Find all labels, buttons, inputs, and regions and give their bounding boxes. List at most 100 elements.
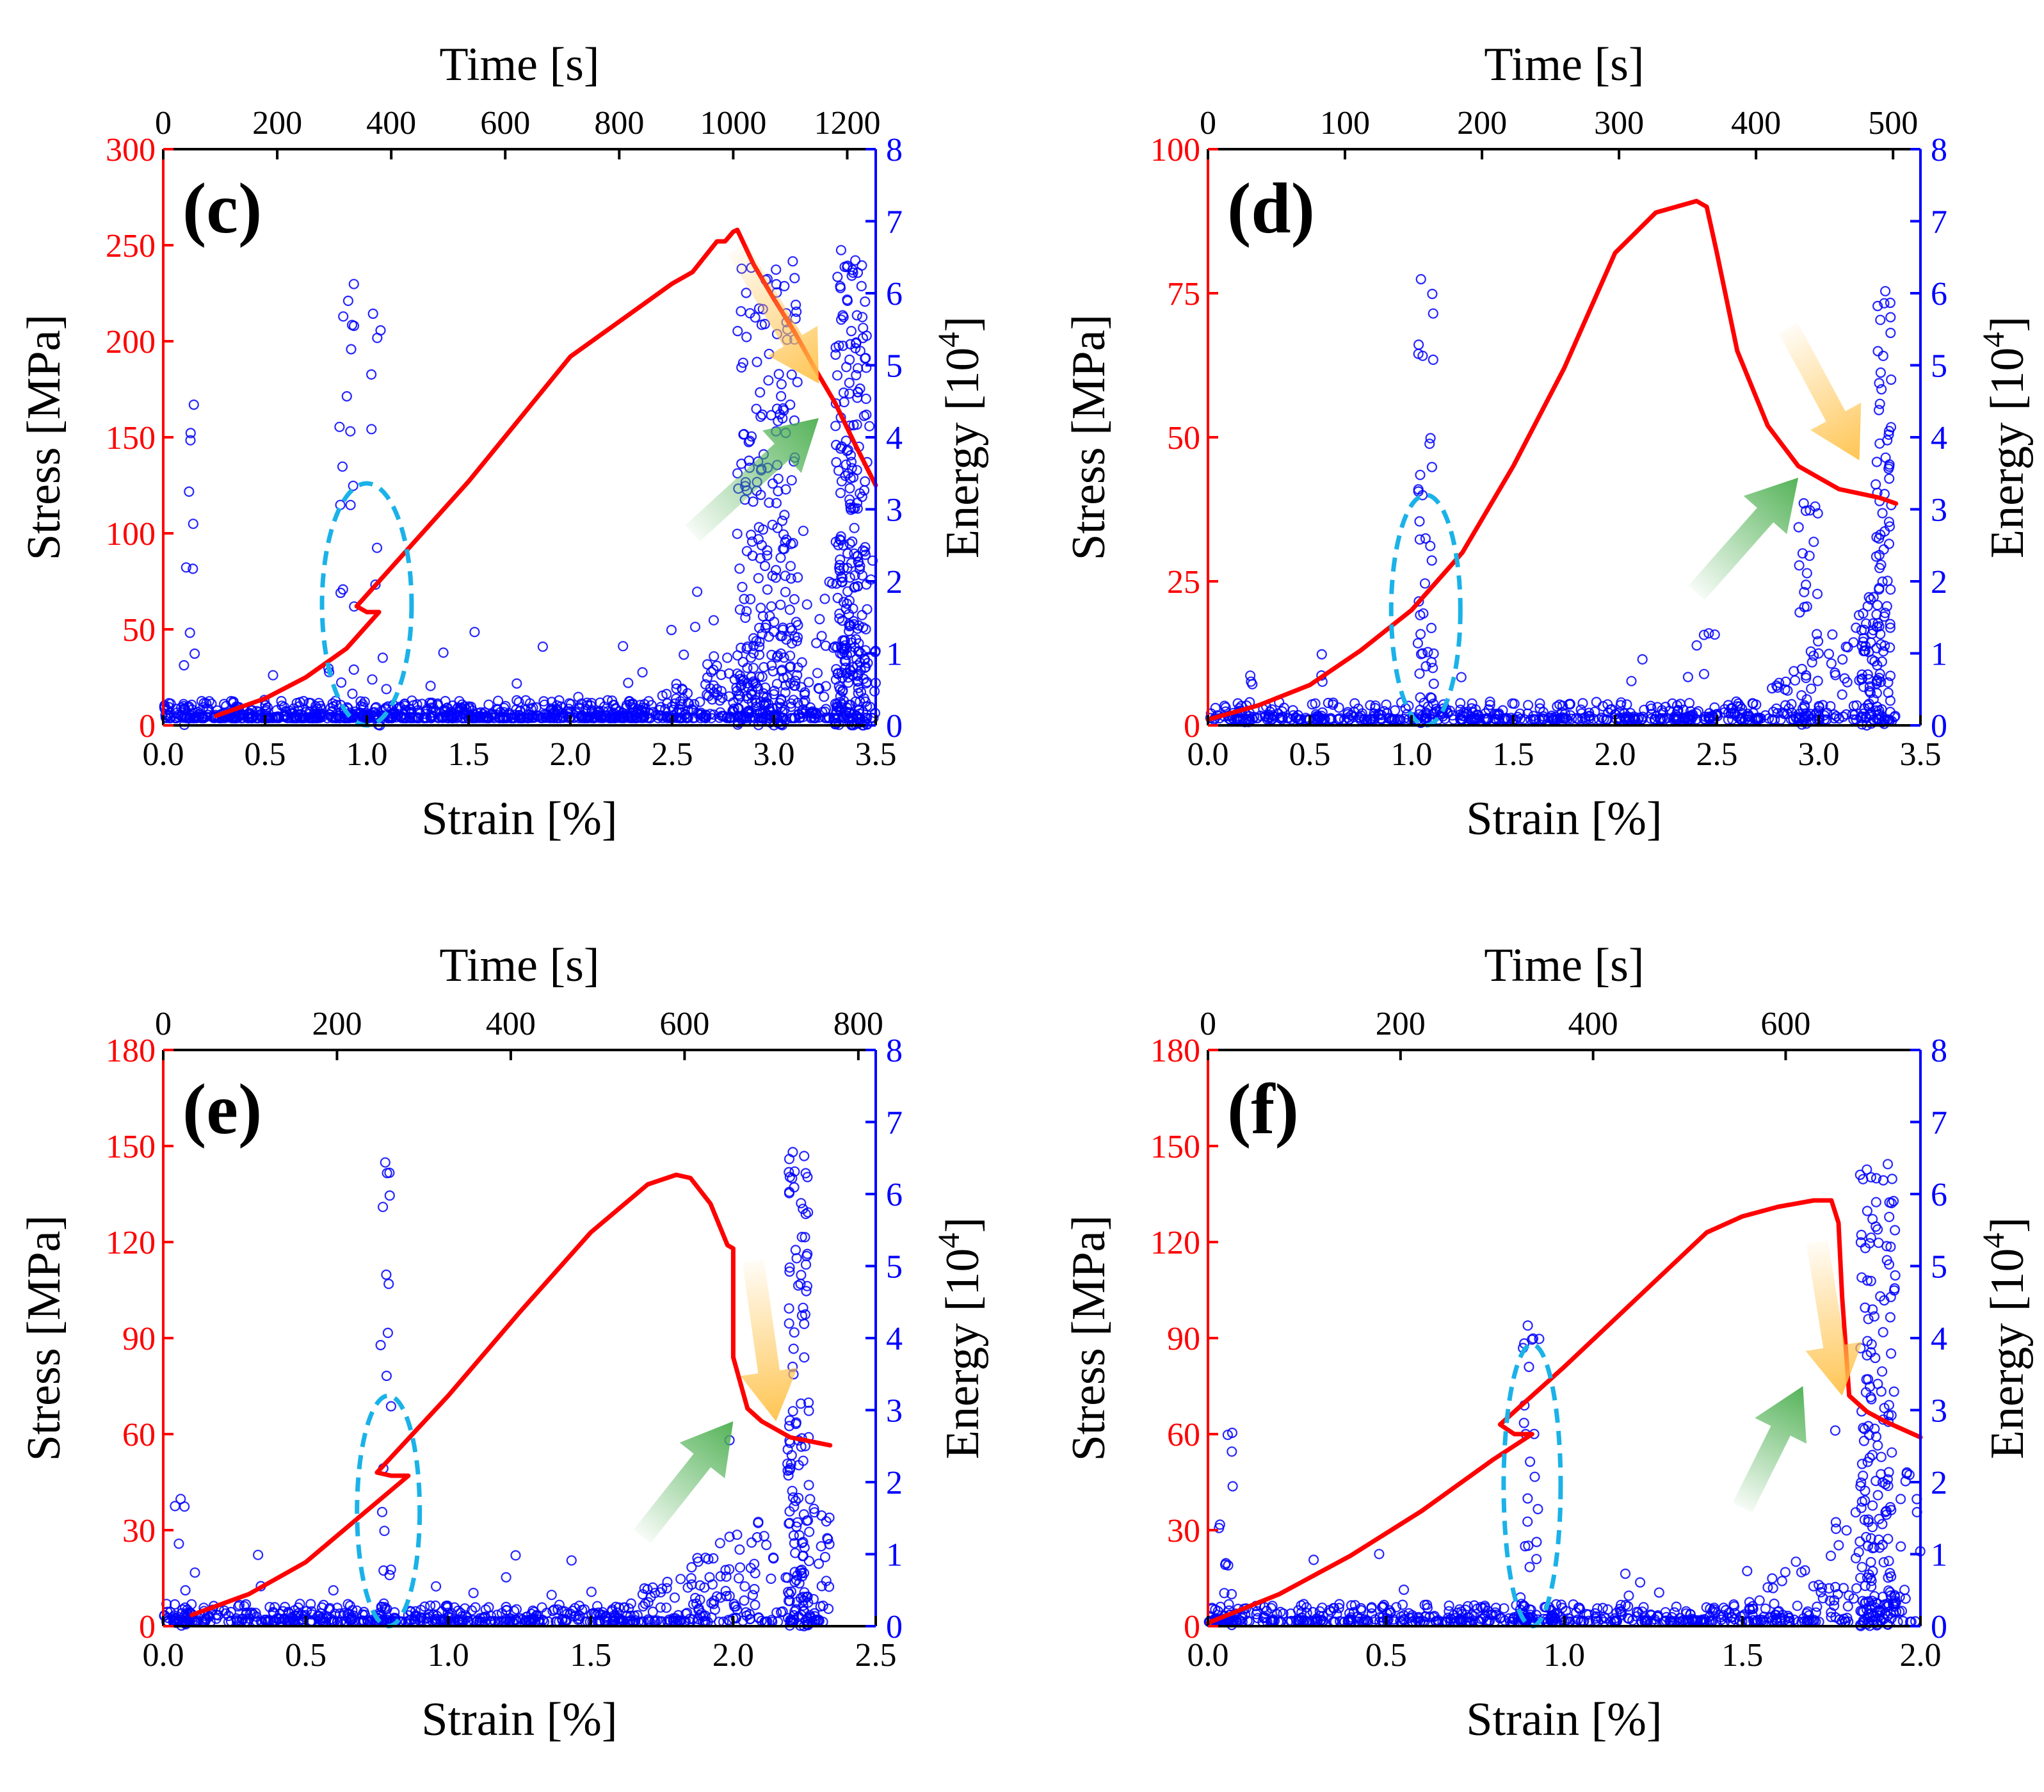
y-tick-label: 90 xyxy=(1167,1321,1200,1357)
y2-tick-label: 7 xyxy=(1931,204,1947,241)
energy-point xyxy=(836,476,848,487)
y2-tick-label: 7 xyxy=(886,1105,903,1142)
energy-point xyxy=(1878,1175,1888,1186)
energy-point xyxy=(280,706,291,716)
energy-point xyxy=(752,1532,762,1543)
energy-point xyxy=(1419,1599,1430,1610)
energy-point xyxy=(1467,698,1477,709)
energy-point xyxy=(792,572,803,583)
energy-point xyxy=(842,548,853,559)
energy-point xyxy=(1868,592,1879,602)
energy-point xyxy=(709,1604,720,1615)
energy-point xyxy=(1420,533,1431,544)
energy-point xyxy=(744,435,755,446)
y2-tick-label: 2 xyxy=(886,564,903,601)
energy-point xyxy=(1507,698,1518,709)
energy-point xyxy=(793,709,804,720)
energy-point xyxy=(1425,540,1436,551)
energy-point xyxy=(1762,1582,1773,1593)
energy-point xyxy=(1626,675,1637,686)
energy-point xyxy=(757,611,769,622)
energy-point xyxy=(844,618,855,630)
energy-point xyxy=(860,476,871,487)
energy-point xyxy=(1872,1440,1883,1451)
energy-point xyxy=(1531,1554,1542,1565)
energy-point xyxy=(1592,1603,1603,1614)
energy-point xyxy=(1883,687,1894,698)
energy-point xyxy=(1882,435,1893,446)
energy-point xyxy=(1767,682,1778,694)
energy-point xyxy=(188,519,198,529)
energy-point xyxy=(1415,629,1426,640)
time-tick-label: 200 xyxy=(1457,105,1507,141)
energy-point xyxy=(647,1582,658,1593)
highlight-ellipse xyxy=(1388,492,1463,728)
energy-point xyxy=(734,1544,745,1555)
energy-point xyxy=(1871,621,1883,633)
energy-point xyxy=(383,1279,394,1289)
y-axis-label: Stress [MPa] xyxy=(18,1215,70,1461)
y2-tick-label: 4 xyxy=(886,420,903,456)
energy-point xyxy=(1848,1593,1859,1604)
energy-point xyxy=(752,357,762,367)
energy-point xyxy=(1529,1471,1540,1482)
energy-point xyxy=(1288,710,1299,721)
energy-point xyxy=(1878,646,1889,657)
energy-point xyxy=(745,593,756,605)
energy-point xyxy=(1462,1601,1473,1611)
energy-point xyxy=(1883,1400,1894,1410)
energy-point xyxy=(234,1599,245,1610)
energy-point xyxy=(1634,712,1645,723)
y2-tick-label: 4 xyxy=(1931,420,1947,456)
energy-point xyxy=(782,1458,793,1469)
energy-point xyxy=(1885,1590,1896,1601)
axes: 0.0 0.5 1.0 1.5 2.0 2.5 3.0 3.50 200 400 600 800 100… xyxy=(106,105,903,773)
energy-point xyxy=(1534,1334,1545,1344)
panel-label: (c) xyxy=(182,169,262,248)
energy-point xyxy=(209,713,220,723)
energy-point xyxy=(849,522,860,533)
energy-point xyxy=(757,672,768,682)
energy-point xyxy=(803,677,814,688)
energy-point xyxy=(1863,702,1875,714)
y2-tick-label: 4 xyxy=(1931,1321,1947,1357)
energy-point xyxy=(855,488,865,499)
energy-point xyxy=(778,672,789,684)
energy-point xyxy=(772,522,783,533)
energy-point xyxy=(417,698,428,709)
energy-point xyxy=(796,1231,807,1243)
energy-point xyxy=(847,536,858,547)
energy-point xyxy=(758,692,769,703)
energy-point xyxy=(1214,1522,1225,1533)
energy-point xyxy=(1883,1599,1894,1611)
energy-point xyxy=(858,323,869,334)
energy-point xyxy=(1292,709,1303,721)
energy-point xyxy=(1696,1614,1708,1625)
energy-point xyxy=(188,563,198,574)
energy-point xyxy=(855,696,865,707)
y-axis-label: Stress [MPa] xyxy=(1063,1215,1115,1461)
energy-point xyxy=(749,1584,760,1595)
energy-point xyxy=(311,713,322,723)
energy-point xyxy=(785,677,796,689)
energy-point xyxy=(1882,1619,1893,1630)
energy-point xyxy=(576,698,587,709)
energy-point xyxy=(1485,696,1495,707)
energy-point xyxy=(1856,1496,1867,1507)
energy-point xyxy=(1308,1554,1319,1565)
energy-point xyxy=(611,711,622,722)
energy-point xyxy=(692,708,704,719)
y-tick-label: 50 xyxy=(122,612,156,649)
energy-point xyxy=(762,550,773,561)
y2-label-exponent: 4 xyxy=(1977,1233,2011,1248)
energy-scatter xyxy=(159,1147,835,1632)
energy-point xyxy=(1792,1601,1803,1611)
energy-point xyxy=(1840,642,1851,652)
energy-point xyxy=(1801,579,1812,590)
energy-point xyxy=(1799,1565,1810,1576)
energy-point xyxy=(739,593,750,604)
energy-point xyxy=(1837,689,1847,700)
energy-point xyxy=(775,391,787,402)
y2-tick-label: 6 xyxy=(1931,276,1947,312)
energy-point xyxy=(1575,704,1586,715)
